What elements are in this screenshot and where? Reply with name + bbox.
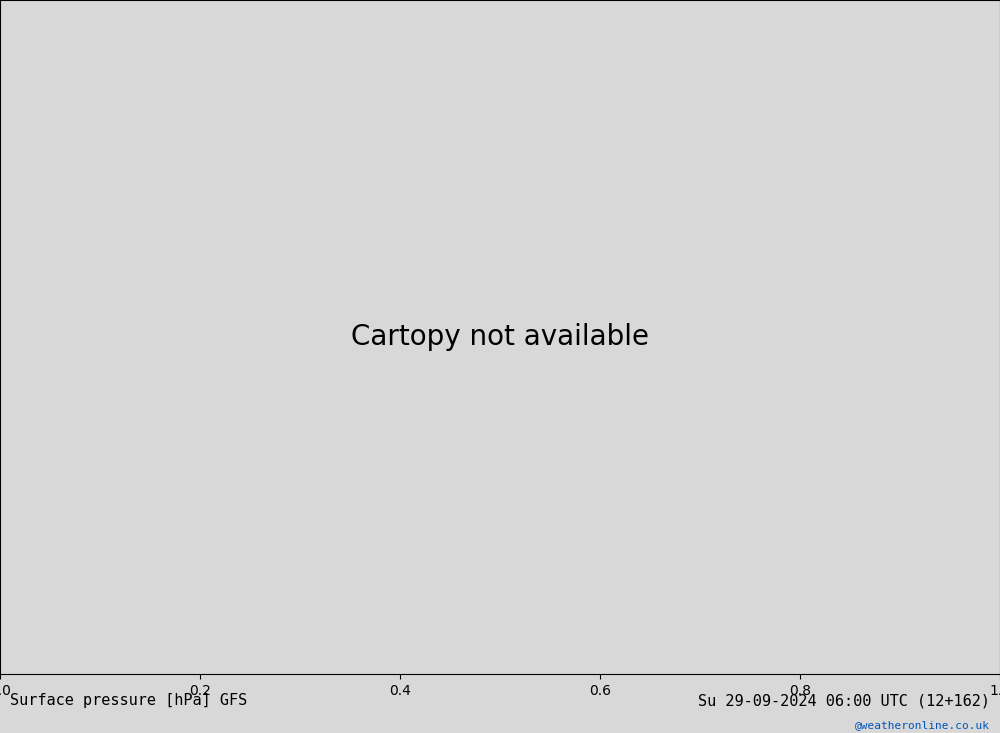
- Text: Su 29-09-2024 06:00 UTC (12+162): Su 29-09-2024 06:00 UTC (12+162): [698, 693, 990, 708]
- Text: Cartopy not available: Cartopy not available: [351, 323, 649, 351]
- Text: Surface pressure [hPa] GFS: Surface pressure [hPa] GFS: [10, 693, 247, 708]
- Text: @weatheronline.co.uk: @weatheronline.co.uk: [855, 720, 990, 730]
